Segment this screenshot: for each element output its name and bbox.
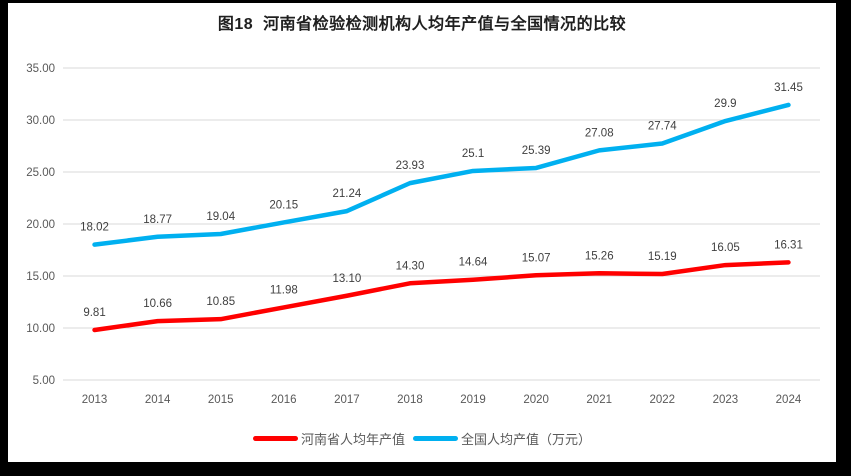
chart-title: 图18 河南省检验检测机构人均年产值与全国情况的比较: [217, 16, 627, 33]
x-axis-tick-label: 2019: [460, 394, 486, 406]
henan-series-swatch-icon: [252, 436, 298, 441]
national-series-swatch-icon: [413, 436, 458, 441]
data-label: 31.45: [774, 82, 803, 94]
data-label: 20.15: [269, 199, 298, 211]
series-line-1: [92, 102, 791, 247]
y-axis-tick-label: 30.00: [26, 115, 55, 127]
data-label: 15.07: [522, 252, 551, 264]
data-label: 16.05: [711, 242, 740, 254]
data-label: 18.02: [80, 222, 109, 234]
y-axis-tick-label: 20.00: [26, 219, 55, 231]
data-label: 25.39: [522, 145, 551, 157]
data-label: 14.64: [459, 257, 488, 269]
x-axis-tick-label: 2013: [82, 394, 108, 406]
chart-legend: 河南省人均年产值 全国人均产值（万元）: [8, 429, 836, 448]
data-label: 21.24: [332, 188, 361, 200]
data-label: 14.30: [396, 260, 425, 272]
data-label: 18.77: [143, 214, 172, 226]
data-label: 13.10: [332, 273, 361, 285]
data-label: 10.85: [206, 296, 235, 308]
data-label: 9.81: [83, 307, 105, 319]
data-label: 19.04: [206, 211, 235, 223]
y-axis-tick-label: 15.00: [26, 271, 55, 283]
data-label: 27.08: [585, 127, 614, 139]
y-axis-tick-label: 10.00: [26, 323, 55, 335]
legend-item-henan: 河南省人均年产值: [252, 429, 405, 448]
x-axis-tick-label: 2015: [208, 394, 234, 406]
series-line-0: [92, 260, 791, 333]
data-label: 11.98: [270, 284, 298, 296]
x-axis-tick-label: 2017: [334, 394, 360, 406]
y-axis-tick-label: 5.00: [33, 375, 55, 387]
x-axis-tick-label: 2023: [713, 394, 739, 406]
chart-plot-area: 5.00 10.00 15.00 20.00 25.00 30.00 35.00 2013 20…: [26, 63, 820, 406]
data-label: 16.31: [774, 239, 803, 251]
x-axis-tick-label: 2016: [271, 394, 297, 406]
y-axis-tick-label: 25.00: [26, 167, 55, 179]
legend-label-henan: 河南省人均年产值: [300, 432, 405, 447]
legend-label-national: 全国人均产值（万元）: [461, 432, 592, 447]
x-axis-tick-label: 2014: [145, 394, 171, 406]
data-label: 10.66: [143, 298, 172, 310]
x-axis-tick-label: 2021: [586, 394, 612, 406]
data-label: 29.9: [714, 98, 736, 110]
legend-item-national: 全国人均产值（万元）: [413, 429, 591, 448]
y-axis-tick-label: 35.00: [26, 63, 55, 75]
data-label: 23.93: [396, 160, 425, 172]
x-axis-tick-label: 2024: [776, 394, 802, 406]
x-axis-tick-label: 2018: [397, 394, 423, 406]
x-axis-tick-label: 2020: [523, 394, 549, 406]
data-label: 15.26: [585, 250, 614, 262]
chart-canvas-area: 图18 河南省检验检测机构人均年产值与全国情况的比较 5.00 10.00 15.0…: [8, 3, 836, 462]
data-label: 27.74: [648, 121, 677, 133]
data-label: 25.1: [462, 148, 484, 160]
data-label: 15.19: [648, 251, 677, 263]
x-axis-tick-label: 2022: [649, 394, 675, 406]
